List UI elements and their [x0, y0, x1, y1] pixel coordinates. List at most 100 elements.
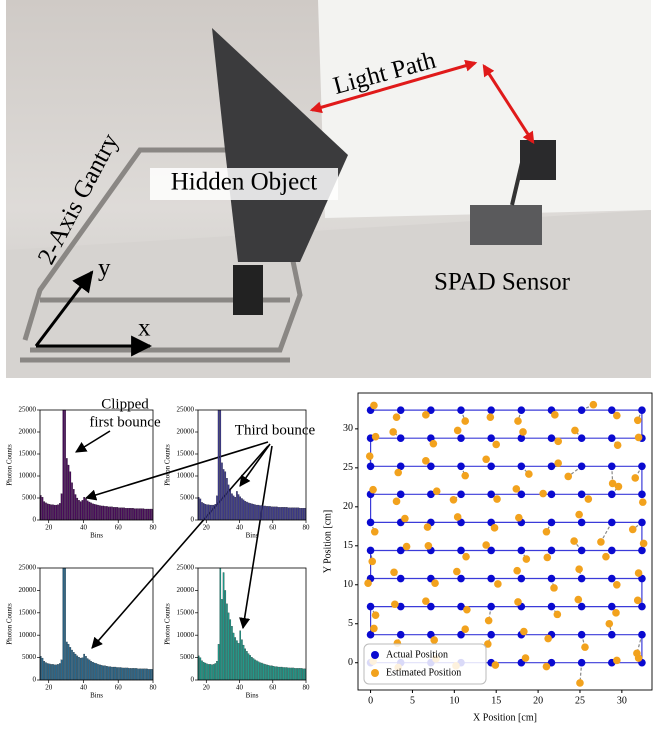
bar [97, 505, 98, 520]
bar [289, 508, 290, 520]
point [543, 528, 551, 536]
annotation: first bounce [89, 414, 161, 430]
point [457, 462, 465, 470]
bar [150, 509, 151, 520]
bar [298, 508, 299, 520]
bar [304, 508, 305, 520]
y-tick-label: 15000 [177, 450, 195, 458]
bar [296, 668, 297, 680]
bar [246, 502, 247, 520]
bar [82, 500, 83, 520]
bar [233, 496, 234, 520]
bar [52, 505, 53, 520]
bar [291, 668, 292, 680]
bar [132, 508, 133, 520]
bar [115, 667, 116, 680]
bar [127, 668, 128, 680]
legend-label: Estimated Position [386, 667, 461, 678]
bar [220, 568, 221, 680]
point [575, 511, 583, 519]
bar [87, 501, 88, 520]
bar [96, 505, 97, 520]
bar [129, 508, 130, 520]
bar [150, 669, 151, 680]
bar [215, 663, 216, 680]
bar [241, 498, 242, 520]
bar [141, 669, 142, 680]
bar [77, 656, 78, 680]
bar [276, 667, 277, 680]
bar [241, 640, 242, 680]
point [367, 603, 375, 611]
x-tick-label: 40 [80, 684, 88, 692]
bar [303, 669, 304, 680]
point [638, 519, 646, 527]
point [638, 491, 646, 499]
point [631, 474, 639, 482]
bar [115, 507, 116, 520]
bar [294, 508, 295, 520]
bar [264, 506, 265, 520]
point [548, 603, 556, 611]
bar [151, 669, 152, 680]
point [539, 490, 547, 498]
bar [271, 666, 272, 680]
bar [253, 658, 254, 680]
bar [245, 649, 246, 680]
bar [106, 666, 107, 680]
bar [301, 508, 302, 520]
bar [116, 667, 117, 680]
bar [45, 663, 46, 680]
bar [127, 508, 128, 520]
point [578, 462, 586, 470]
bar [122, 668, 123, 680]
bar [243, 645, 244, 680]
bar [125, 668, 126, 680]
bar [296, 508, 297, 520]
y-tick-label: 15000 [19, 608, 37, 616]
photo-label: SPAD Sensor [434, 269, 571, 296]
point [548, 547, 556, 555]
bar [203, 662, 204, 680]
point [522, 654, 530, 662]
bar [134, 509, 135, 520]
point [548, 462, 556, 470]
bar [251, 657, 252, 680]
point [554, 438, 562, 446]
bar [111, 667, 112, 680]
bar [73, 489, 74, 520]
bar [92, 504, 93, 520]
bar [63, 410, 64, 520]
bar [274, 507, 275, 520]
point [602, 553, 610, 561]
bar [273, 666, 274, 680]
bar [281, 667, 282, 680]
photo-label: Hidden Object [171, 169, 318, 196]
bar [221, 463, 222, 520]
x-tick-label: 60 [115, 524, 123, 532]
point [397, 491, 405, 499]
bar [50, 505, 51, 520]
y-axis-label: Photon Counts [6, 444, 14, 486]
bar [213, 505, 214, 520]
bar [132, 668, 133, 680]
point [389, 428, 397, 436]
bar [218, 410, 219, 520]
point [551, 411, 559, 419]
bar [52, 664, 53, 680]
y-tick-label: 10000 [177, 631, 195, 639]
x-tick-label: 80 [303, 684, 311, 692]
point [461, 472, 469, 480]
bar [118, 667, 119, 680]
bar [80, 658, 81, 680]
y-tick-label: 5000 [180, 653, 195, 661]
point [548, 575, 556, 583]
bar [96, 663, 97, 680]
bar [71, 650, 72, 680]
point [578, 575, 586, 583]
bar [146, 669, 147, 680]
bar [215, 504, 216, 520]
point [371, 528, 379, 536]
point [634, 597, 642, 605]
point [367, 462, 375, 470]
